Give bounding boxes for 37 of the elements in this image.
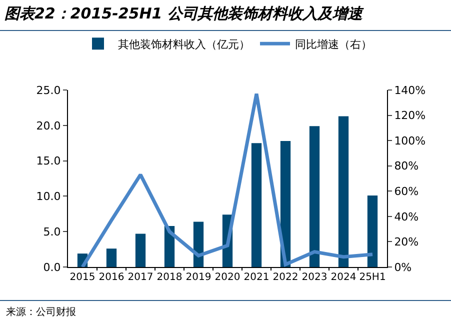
y2-tick-label: 40% xyxy=(394,210,419,224)
bar xyxy=(309,126,320,267)
x-tick-label: 25H1 xyxy=(359,272,386,283)
x-tick-label: 2024 xyxy=(330,272,356,283)
bar xyxy=(193,222,204,267)
y-tick-label: 25.0 xyxy=(36,84,61,97)
y2-tick-label: 60% xyxy=(394,184,419,198)
y2-tick-label: 120% xyxy=(394,109,426,122)
x-tick-label: 2020 xyxy=(214,272,240,283)
chart-title: 图表22：2015-25H1 公司其他装饰材料收入及增速 xyxy=(4,4,364,23)
x-tick-label: 2018 xyxy=(156,272,182,283)
bar xyxy=(367,195,378,267)
x-tick-label: 2019 xyxy=(186,272,212,283)
x-tick-label: 2016 xyxy=(98,272,124,283)
y-tick-label: 0.0 xyxy=(43,260,61,274)
y2-tick-label: 0% xyxy=(394,260,412,274)
x-tick-label: 2021 xyxy=(244,272,270,283)
bar xyxy=(338,116,349,267)
x-tick-label: 2023 xyxy=(302,272,328,283)
legend-label: 同比增速（右） xyxy=(295,38,372,51)
y2-tick-label: 140% xyxy=(394,84,426,97)
bar xyxy=(251,143,262,267)
y-tick-label: 10.0 xyxy=(36,190,61,204)
y2-tick-label: 20% xyxy=(394,236,419,249)
y2-tick-label: 100% xyxy=(394,134,426,148)
y-tick-label: 5.0 xyxy=(43,225,61,238)
legend-label: 其他装饰材料收入（亿元） xyxy=(118,38,250,51)
line-series xyxy=(80,92,374,267)
x-tick-label: 2022 xyxy=(272,272,298,283)
source-note: 来源：公司财报 xyxy=(6,306,76,318)
bar xyxy=(106,248,117,267)
y-tick-label: 15.0 xyxy=(36,154,61,168)
y2-tick-label: 80% xyxy=(394,160,419,173)
x-tick-label: 2015 xyxy=(70,272,96,283)
x-tick-label: 2017 xyxy=(128,272,154,283)
bar xyxy=(135,234,146,267)
y-tick-label: 20.0 xyxy=(36,119,61,132)
